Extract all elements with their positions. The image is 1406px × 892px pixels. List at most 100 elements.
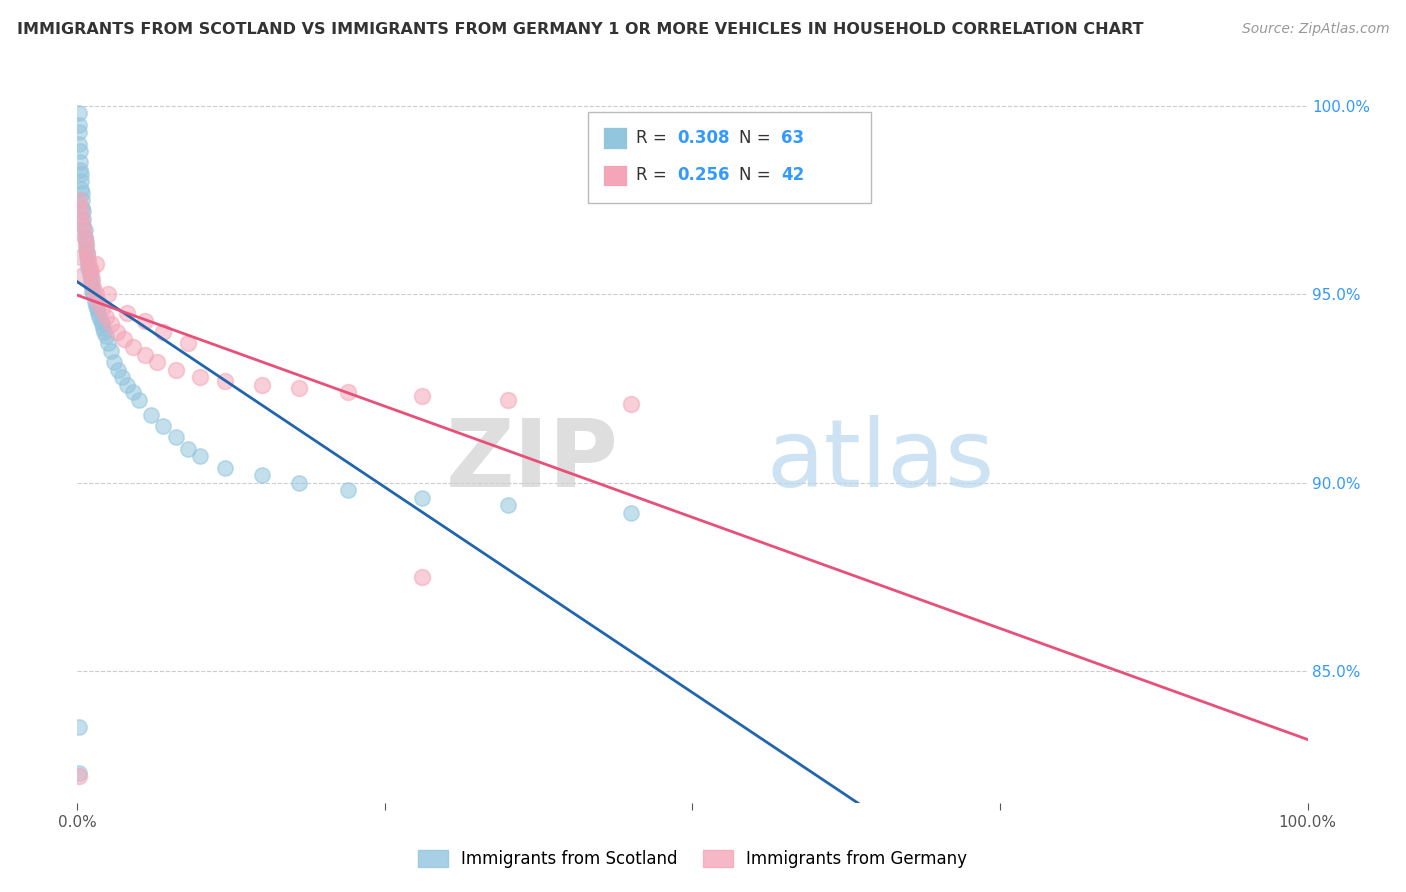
Point: [76, 245, 98, 260]
Point: [100, 343, 122, 358]
Text: Source: ZipAtlas.com: Source: ZipAtlas.com: [1241, 22, 1389, 37]
Point: [115, 377, 138, 392]
Point: [77, 260, 100, 275]
Point: [128, 392, 150, 407]
Point: [152, 325, 174, 339]
Point: [69, 144, 91, 158]
Text: atlas: atlas: [766, 415, 994, 508]
Text: 42: 42: [782, 167, 804, 185]
Point: [75, 238, 97, 252]
Point: [84, 299, 107, 313]
Point: [80, 272, 103, 286]
Text: ZIP: ZIP: [446, 415, 619, 508]
Point: [70, 182, 93, 196]
Point: [112, 333, 135, 347]
Point: [214, 460, 236, 475]
Point: [97, 287, 120, 301]
Point: [496, 498, 519, 512]
Text: 63: 63: [782, 128, 804, 146]
Point: [111, 370, 132, 384]
Point: [411, 570, 433, 584]
Text: N =: N =: [740, 167, 776, 185]
Point: [77, 253, 100, 268]
Point: [89, 310, 111, 324]
Point: [82, 284, 104, 298]
Point: [70, 193, 93, 207]
Text: 0.256: 0.256: [678, 167, 730, 185]
Point: [84, 287, 107, 301]
Point: [82, 287, 104, 301]
Point: [70, 216, 93, 230]
Point: [250, 468, 273, 483]
Point: [67, 721, 90, 735]
Point: [214, 374, 236, 388]
Point: [337, 483, 360, 498]
Point: [620, 506, 643, 520]
Point: [76, 250, 98, 264]
Point: [79, 268, 101, 283]
Point: [82, 272, 104, 286]
Point: [80, 276, 103, 290]
Point: [165, 362, 187, 376]
Point: [69, 201, 91, 215]
Point: [72, 268, 94, 283]
Point: [70, 250, 93, 264]
Point: [121, 385, 143, 400]
Point: [70, 167, 93, 181]
Point: [70, 186, 93, 200]
Point: [72, 204, 94, 219]
FancyBboxPatch shape: [603, 127, 627, 149]
Point: [97, 336, 120, 351]
Point: [79, 260, 101, 275]
Point: [105, 325, 128, 339]
Point: [90, 313, 112, 327]
Point: [146, 355, 169, 369]
Point: [177, 442, 200, 456]
Point: [103, 355, 125, 369]
Point: [141, 408, 163, 422]
FancyBboxPatch shape: [603, 164, 627, 186]
Point: [288, 381, 311, 395]
Point: [67, 106, 90, 120]
Point: [93, 325, 115, 339]
Text: 0.308: 0.308: [678, 128, 730, 146]
Point: [188, 370, 212, 384]
Point: [411, 389, 433, 403]
Point: [82, 279, 104, 293]
Point: [72, 223, 94, 237]
Point: [70, 174, 93, 188]
Point: [70, 201, 93, 215]
Point: [134, 347, 156, 361]
Point: [188, 450, 212, 464]
Text: R =: R =: [636, 128, 672, 146]
Point: [496, 392, 519, 407]
Point: [77, 257, 100, 271]
Point: [79, 265, 101, 279]
Point: [94, 328, 117, 343]
Point: [94, 310, 117, 324]
Point: [152, 419, 174, 434]
Point: [100, 318, 122, 332]
Point: [90, 302, 114, 317]
Point: [75, 242, 97, 256]
Point: [69, 163, 91, 178]
Point: [177, 336, 200, 351]
Point: [73, 231, 96, 245]
Point: [72, 219, 94, 234]
Point: [107, 362, 129, 376]
Point: [70, 208, 93, 222]
Point: [121, 340, 143, 354]
Point: [82, 279, 104, 293]
Point: [80, 265, 103, 279]
Point: [411, 491, 433, 505]
Point: [134, 313, 156, 327]
Point: [86, 302, 108, 317]
Point: [67, 193, 90, 207]
Point: [75, 235, 97, 249]
Point: [91, 321, 114, 335]
Text: IMMIGRANTS FROM SCOTLAND VS IMMIGRANTS FROM GERMANY 1 OR MORE VEHICLES IN HOUSEH: IMMIGRANTS FROM SCOTLAND VS IMMIGRANTS F…: [17, 22, 1143, 37]
Legend: Immigrants from Scotland, Immigrants from Germany: Immigrants from Scotland, Immigrants fro…: [411, 843, 974, 874]
Point: [69, 155, 91, 169]
Point: [90, 318, 114, 332]
Point: [620, 396, 643, 410]
